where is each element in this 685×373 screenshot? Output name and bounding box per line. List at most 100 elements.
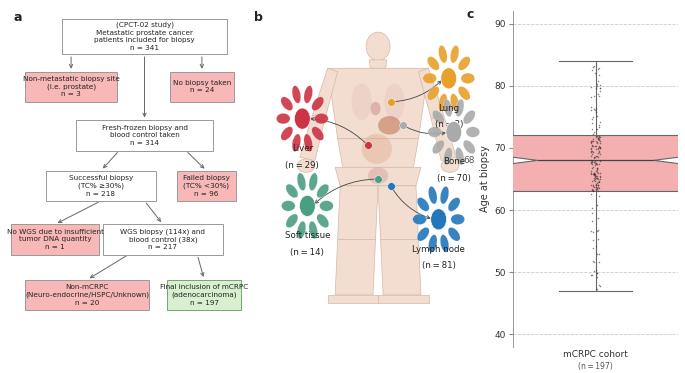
Point xyxy=(593,182,604,188)
Point xyxy=(594,151,605,157)
Point xyxy=(589,154,600,160)
Point xyxy=(590,182,601,188)
Point xyxy=(595,158,606,164)
Polygon shape xyxy=(338,139,419,167)
Point xyxy=(595,119,606,125)
Ellipse shape xyxy=(444,99,452,117)
Point xyxy=(590,138,601,144)
Ellipse shape xyxy=(440,186,449,204)
Point xyxy=(588,148,599,154)
Point xyxy=(590,184,601,190)
Point xyxy=(585,228,596,234)
Point xyxy=(593,143,604,149)
Point xyxy=(588,171,599,177)
Point xyxy=(586,119,597,125)
Point xyxy=(593,91,603,97)
Point xyxy=(588,159,599,165)
Text: Liver: Liver xyxy=(292,144,313,153)
Point xyxy=(593,65,604,71)
Point xyxy=(590,143,601,149)
Point xyxy=(588,178,599,184)
Text: WGS biopsy (114x) and
blood control (38x)
n = 217: WGS biopsy (114x) and blood control (38x… xyxy=(121,229,206,250)
Point xyxy=(595,144,606,150)
Point xyxy=(593,136,603,142)
Point xyxy=(595,85,606,91)
Point xyxy=(595,138,606,144)
Ellipse shape xyxy=(450,46,459,63)
Point xyxy=(591,153,602,159)
Point xyxy=(592,251,603,257)
Point xyxy=(588,171,599,177)
Point xyxy=(591,202,602,208)
Point xyxy=(591,169,602,175)
Text: (CPCT-02 study)
Metastatic prostate cancer
patients included for biopsy
n = 341: (CPCT-02 study) Metastatic prostate canc… xyxy=(95,22,195,51)
Point xyxy=(589,170,600,176)
Point xyxy=(593,215,603,221)
Polygon shape xyxy=(327,68,429,139)
Point xyxy=(590,172,601,178)
Polygon shape xyxy=(335,239,375,295)
Point xyxy=(593,66,603,72)
Point xyxy=(590,182,601,188)
Text: Non-metastatic biopsy site
(i.e. prostate)
n = 3: Non-metastatic biopsy site (i.e. prostat… xyxy=(23,76,119,97)
Point xyxy=(594,82,605,88)
Ellipse shape xyxy=(428,186,437,204)
Point xyxy=(588,115,599,120)
Point xyxy=(592,286,603,292)
Point xyxy=(586,161,597,167)
Text: No WGS due to insufficient
tumor DNA quantity
n = 1: No WGS due to insufficient tumor DNA qua… xyxy=(7,229,103,250)
Text: Successful biopsy
(TC% ≥30%)
n = 218: Successful biopsy (TC% ≥30%) n = 218 xyxy=(68,175,133,197)
Point xyxy=(587,186,598,192)
Point xyxy=(588,137,599,142)
Point xyxy=(595,145,606,151)
Point xyxy=(592,236,603,242)
FancyBboxPatch shape xyxy=(167,280,241,310)
Polygon shape xyxy=(312,68,338,119)
Point xyxy=(594,282,605,288)
Point xyxy=(591,186,602,192)
Ellipse shape xyxy=(456,147,464,165)
Point xyxy=(589,160,600,166)
Point xyxy=(595,174,606,180)
Point xyxy=(590,173,601,179)
Point xyxy=(590,175,601,181)
Point xyxy=(588,143,599,149)
Point xyxy=(586,160,597,166)
Ellipse shape xyxy=(441,159,459,172)
Point xyxy=(590,162,601,168)
Point xyxy=(586,210,597,216)
Ellipse shape xyxy=(417,228,429,241)
Point xyxy=(589,176,600,182)
Circle shape xyxy=(449,126,458,138)
Point xyxy=(586,140,597,146)
Point xyxy=(592,167,603,173)
Point xyxy=(592,270,603,276)
Point xyxy=(591,165,602,171)
Point xyxy=(586,158,597,164)
Point xyxy=(589,107,600,113)
Ellipse shape xyxy=(417,198,429,211)
Point xyxy=(588,259,599,265)
Point xyxy=(590,173,601,179)
Ellipse shape xyxy=(309,221,318,239)
Ellipse shape xyxy=(438,46,447,63)
Point xyxy=(586,148,597,154)
Point xyxy=(591,153,602,159)
Point xyxy=(590,187,601,193)
Point xyxy=(586,148,597,154)
Point xyxy=(590,169,601,175)
Ellipse shape xyxy=(463,110,475,124)
Ellipse shape xyxy=(309,173,318,191)
Ellipse shape xyxy=(440,235,449,252)
Point xyxy=(588,138,599,144)
Ellipse shape xyxy=(450,94,459,111)
Text: Lung: Lung xyxy=(438,103,460,113)
Point xyxy=(593,93,604,99)
Point xyxy=(590,160,601,166)
Point xyxy=(594,134,605,140)
Text: (n = 29): (n = 29) xyxy=(286,160,319,170)
FancyBboxPatch shape xyxy=(103,224,223,254)
Point xyxy=(590,186,601,192)
Point xyxy=(586,168,597,174)
Point xyxy=(592,270,603,276)
